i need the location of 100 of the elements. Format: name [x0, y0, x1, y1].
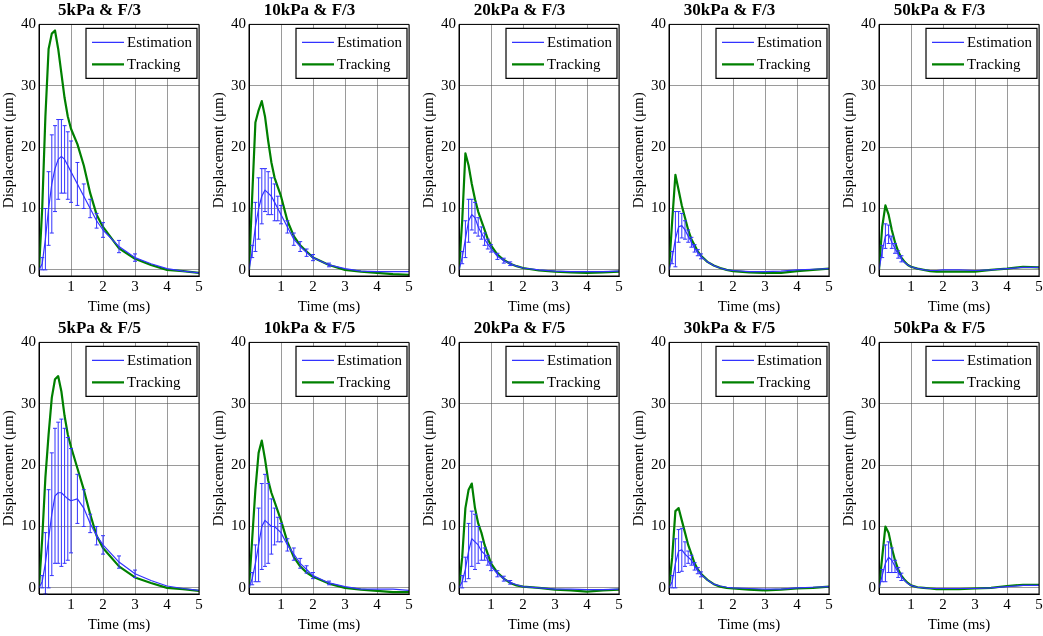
x-tick-label: 3: [971, 595, 979, 612]
x-tick-label: 5: [615, 595, 623, 612]
y-tick-label: 20: [231, 456, 246, 473]
y-tick-label: 10: [231, 517, 246, 534]
x-tick-label: 2: [729, 277, 737, 294]
chart-title: 50kPa & F/3: [893, 0, 986, 19]
x-tick-label: 5: [825, 277, 833, 294]
x-axis-title: Time (ms): [927, 297, 991, 315]
y-tick-label: 30: [231, 76, 246, 93]
x-axis-title: Time (ms): [87, 297, 151, 315]
y-tick-label: 40: [861, 15, 876, 32]
x-tick-label: 1: [277, 595, 285, 612]
x-tick-label: 2: [519, 277, 527, 294]
x-tick-label: 1: [697, 595, 705, 612]
legend-label: Estimation: [127, 352, 193, 369]
x-axis-title: Time (ms): [717, 615, 781, 633]
x-tick-label: 4: [793, 595, 802, 612]
x-tick-label: 4: [373, 595, 382, 612]
chart-title: 10kPa & F/5: [263, 317, 356, 337]
chart-title: 5kPa & F/3: [57, 0, 142, 19]
x-tick-label: 1: [67, 277, 75, 294]
y-axis-title: Displacement (μm): [419, 410, 437, 527]
y-tick-label: 0: [28, 578, 36, 595]
x-tick-label: 5: [615, 277, 623, 294]
y-tick-label: 30: [21, 394, 36, 411]
y-tick-label: 40: [231, 15, 246, 32]
y-axis-title: Displacement (μm): [0, 92, 17, 209]
y-tick-label: 0: [658, 260, 666, 277]
y-tick-label: 10: [441, 517, 456, 534]
x-tick-label: 2: [309, 277, 317, 294]
legend-label: Tracking: [547, 56, 602, 73]
legend-label: Estimation: [967, 34, 1033, 51]
x-axis-title: Time (ms): [87, 615, 151, 633]
x-tick-label: 2: [519, 595, 527, 612]
chart-title: 5kPa & F/5: [57, 317, 142, 337]
x-axis-title: Time (ms): [297, 615, 361, 633]
x-tick-label: 3: [761, 277, 769, 294]
legend-label: Estimation: [547, 34, 613, 51]
y-axis-title: Displacement (μm): [839, 410, 857, 527]
chart-title: 10kPa & F/3: [263, 0, 356, 19]
y-tick-label: 40: [21, 15, 36, 32]
y-tick-label: 0: [448, 260, 456, 277]
x-tick-label: 4: [1003, 277, 1012, 294]
legend-label: Tracking: [337, 374, 392, 391]
x-tick-label: 4: [373, 277, 382, 294]
legend-label: Tracking: [337, 56, 392, 73]
x-axis-title: Time (ms): [507, 615, 571, 633]
x-tick-label: 4: [163, 595, 172, 612]
x-axis-title: Time (ms): [297, 297, 361, 315]
x-tick-label: 1: [907, 595, 915, 612]
y-tick-label: 30: [861, 76, 876, 93]
y-tick-label: 0: [868, 260, 876, 277]
y-tick-label: 30: [231, 394, 246, 411]
x-tick-label: 5: [195, 595, 203, 612]
x-axis-title: Time (ms): [927, 615, 991, 633]
y-tick-label: 20: [651, 456, 666, 473]
legend-label: Estimation: [757, 34, 823, 51]
x-tick-label: 1: [67, 595, 75, 612]
x-axis-title: Time (ms): [717, 297, 781, 315]
x-tick-label: 4: [793, 277, 802, 294]
y-axis-title: Displacement (μm): [629, 410, 647, 527]
y-tick-label: 20: [231, 138, 246, 155]
y-tick-label: 20: [441, 456, 456, 473]
x-tick-label: 3: [761, 595, 769, 612]
x-tick-label: 2: [939, 595, 947, 612]
y-tick-label: 10: [231, 199, 246, 216]
y-tick-label: 40: [441, 15, 456, 32]
y-tick-label: 20: [21, 456, 36, 473]
x-tick-label: 5: [405, 595, 413, 612]
y-tick-label: 0: [658, 578, 666, 595]
legend-label: Estimation: [967, 352, 1033, 369]
chart-title: 30kPa & F/3: [683, 0, 776, 19]
y-tick-label: 30: [21, 76, 36, 93]
y-axis-title: Displacement (μm): [419, 92, 437, 209]
y-tick-label: 20: [861, 138, 876, 155]
y-tick-label: 10: [861, 199, 876, 216]
x-tick-label: 3: [551, 595, 559, 612]
legend-label: Tracking: [967, 56, 1022, 73]
x-tick-label: 3: [341, 595, 349, 612]
y-tick-label: 40: [231, 333, 246, 350]
y-tick-label: 0: [868, 578, 876, 595]
chart-title: 30kPa & F/5: [683, 317, 776, 337]
x-tick-label: 1: [487, 277, 495, 294]
legend-label: Tracking: [967, 374, 1022, 391]
x-tick-label: 5: [1035, 277, 1043, 294]
y-tick-label: 10: [21, 517, 36, 534]
y-axis-title: Displacement (μm): [0, 410, 17, 527]
x-tick-label: 3: [341, 277, 349, 294]
x-tick-label: 1: [277, 277, 285, 294]
y-tick-label: 0: [28, 260, 36, 277]
y-axis-title: Displacement (μm): [629, 92, 647, 209]
x-tick-label: 5: [825, 595, 833, 612]
legend-label: Tracking: [127, 374, 182, 391]
y-tick-label: 0: [238, 578, 246, 595]
x-tick-label: 2: [729, 595, 737, 612]
y-axis-title: Displacement (μm): [839, 92, 857, 209]
y-tick-label: 10: [861, 517, 876, 534]
y-tick-label: 0: [448, 578, 456, 595]
x-tick-label: 5: [195, 277, 203, 294]
legend-label: Estimation: [127, 34, 193, 51]
